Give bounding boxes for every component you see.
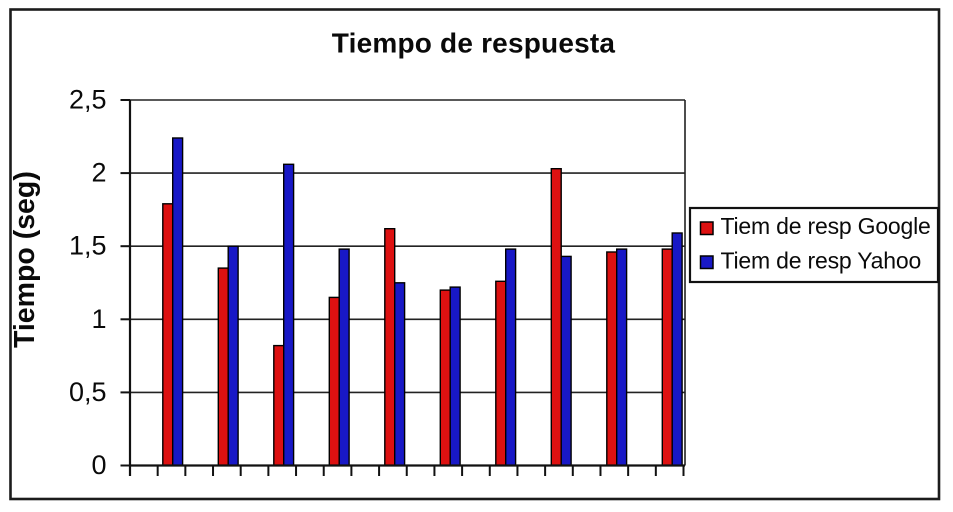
svg-text:Tiem de resp Google: Tiem de resp Google — [721, 213, 931, 239]
svg-text:0: 0 — [91, 450, 106, 480]
svg-text:Tiempo de respuesta: Tiempo de respuesta — [332, 28, 616, 59]
svg-text:2: 2 — [91, 158, 106, 188]
svg-text:Tiempo (seg): Tiempo (seg) — [9, 171, 41, 348]
svg-text:1: 1 — [91, 304, 106, 334]
svg-text:1,5: 1,5 — [69, 231, 107, 261]
svg-text:0,5: 0,5 — [69, 377, 107, 407]
svg-text:2,5: 2,5 — [69, 85, 107, 115]
svg-text:Tiem de resp Yahoo: Tiem de resp Yahoo — [721, 247, 922, 273]
